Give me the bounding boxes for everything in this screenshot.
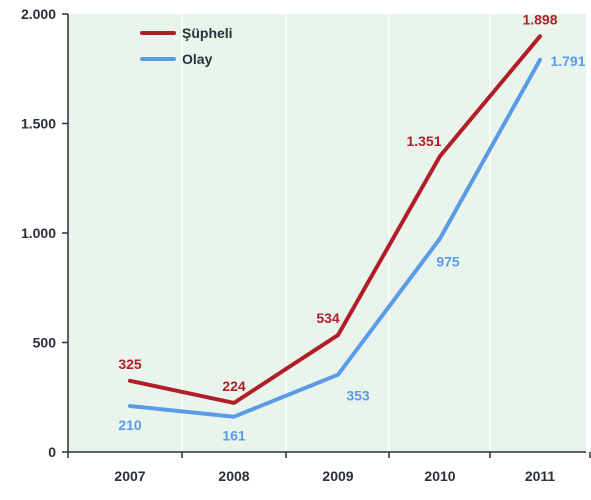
data-label: 975 bbox=[436, 253, 460, 269]
data-label: 1.791 bbox=[550, 53, 585, 69]
data-label: 161 bbox=[222, 428, 246, 444]
plot-background bbox=[68, 14, 586, 452]
data-label: 353 bbox=[346, 388, 370, 404]
data-label: 1.351 bbox=[406, 133, 441, 149]
data-label: 210 bbox=[118, 417, 142, 433]
legend-label: Şüpheli bbox=[182, 25, 233, 41]
x-tick-label: 2009 bbox=[322, 468, 353, 484]
y-tick-label: 500 bbox=[33, 335, 57, 351]
y-tick-label: 1.500 bbox=[21, 116, 56, 132]
y-tick-label: 2.000 bbox=[21, 6, 56, 22]
series-line-supheli bbox=[128, 34, 542, 405]
legend-label: Olay bbox=[182, 51, 213, 67]
data-label: 1.898 bbox=[522, 11, 557, 27]
x-tick-label: 2010 bbox=[424, 468, 455, 484]
x-tick-label: 2008 bbox=[218, 468, 249, 484]
x-tick-label: 2011 bbox=[525, 468, 556, 484]
y-tick-label: 1.000 bbox=[21, 225, 56, 241]
data-label: 534 bbox=[316, 310, 340, 326]
x-tick-label: 2007 bbox=[114, 468, 145, 484]
data-label: 224 bbox=[222, 378, 246, 394]
data-label: 325 bbox=[118, 356, 142, 372]
series-line-olay bbox=[128, 57, 542, 419]
y-tick-label: 0 bbox=[48, 444, 56, 460]
